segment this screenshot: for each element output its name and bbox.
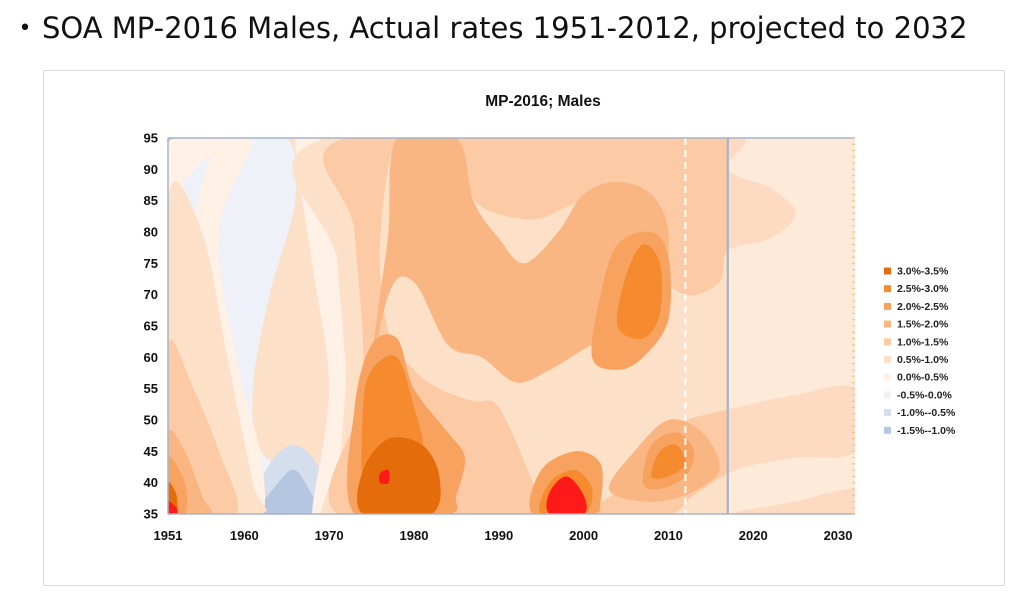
x-tick-label: 1980	[400, 528, 429, 543]
legend-swatch	[884, 373, 891, 381]
y-tick-label: 85	[144, 193, 158, 208]
slide-title-text: SOA MP-2016 Males, Actual rates 1951-201…	[42, 11, 968, 45]
contour-region-33	[546, 476, 587, 514]
legend-swatch	[884, 409, 891, 417]
contour-region-35	[378, 469, 390, 485]
x-tick-label: 1960	[230, 528, 259, 543]
y-tick-label: 65	[144, 319, 158, 334]
y-tick-label: 35	[144, 507, 158, 522]
legend-swatch	[884, 426, 891, 434]
y-tick-label: 75	[144, 256, 158, 271]
contour-region-20	[346, 138, 669, 514]
y-tick-label: 60	[144, 350, 158, 365]
contour-region-31	[357, 437, 441, 514]
y-tick-label: 40	[144, 475, 158, 490]
legend-label: 2.5%-3.0%	[897, 283, 949, 295]
y-tick-label: 45	[144, 444, 158, 459]
chart-title: MP-2016; Males	[485, 93, 600, 110]
legend-swatch	[884, 320, 891, 328]
projection-tint	[727, 138, 855, 514]
legend-label: 1.0%-1.5%	[897, 336, 949, 348]
x-tick-label: 2000	[569, 528, 598, 543]
legend-swatch	[884, 391, 891, 399]
contour-region-5	[259, 469, 324, 514]
contour-region-16	[323, 138, 796, 514]
x-tick-label: 2030	[824, 528, 853, 543]
y-tick-label: 50	[144, 413, 158, 428]
x-tick-label: 2010	[654, 528, 683, 543]
legend-swatch	[884, 338, 891, 346]
legend-swatch	[884, 285, 891, 293]
y-tick-label: 80	[144, 225, 158, 240]
bullet: •	[18, 16, 32, 41]
plot-area	[168, 138, 855, 514]
x-tick-label: 1951	[154, 528, 183, 543]
x-tick-label: 2020	[739, 528, 768, 543]
axes: 35 40 45 50 55 60 65 70 75 80 85 90 95 1951 1960 1970 19…	[144, 131, 855, 543]
contour-region-18	[735, 488, 855, 514]
legend-swatch	[884, 302, 891, 310]
slide-title: • SOA MP-2016 Males, Actual rates 1951-20…	[8, 6, 968, 51]
y-tick-label: 90	[144, 162, 158, 177]
x-tick-label: 1970	[315, 528, 344, 543]
x-tick-label: 1990	[484, 528, 513, 543]
legend-swatch	[884, 267, 891, 275]
contour-region-11	[192, 138, 266, 514]
legend-label: 1.5%-2.0%	[897, 319, 949, 331]
y-tick-label: 55	[144, 381, 158, 396]
legend-label: -1.0%--0.5%	[897, 407, 956, 419]
legend-label: 3.0%-3.5%	[897, 266, 949, 278]
y-tick-label: 95	[144, 131, 158, 146]
y-tick-label: 70	[144, 287, 158, 302]
legend-label: -1.5%--1.0%	[897, 425, 956, 437]
legend-label: 0.0%-0.5%	[897, 372, 949, 384]
legend-label: -0.5%-0.0%	[897, 389, 953, 401]
legend-label: 0.5%-1.0%	[897, 354, 949, 366]
contour-region-28	[616, 244, 663, 340]
legend: 3.0%-3.5% 2.5%-3.0% 2.0%-2.5% 1.5%-2.0% 1.0%…	[884, 266, 956, 437]
contour-region-34	[168, 501, 178, 514]
legend-swatch	[884, 356, 891, 363]
legend-label: 2.0%-2.5%	[897, 301, 949, 313]
contour-region-29	[651, 444, 686, 479]
